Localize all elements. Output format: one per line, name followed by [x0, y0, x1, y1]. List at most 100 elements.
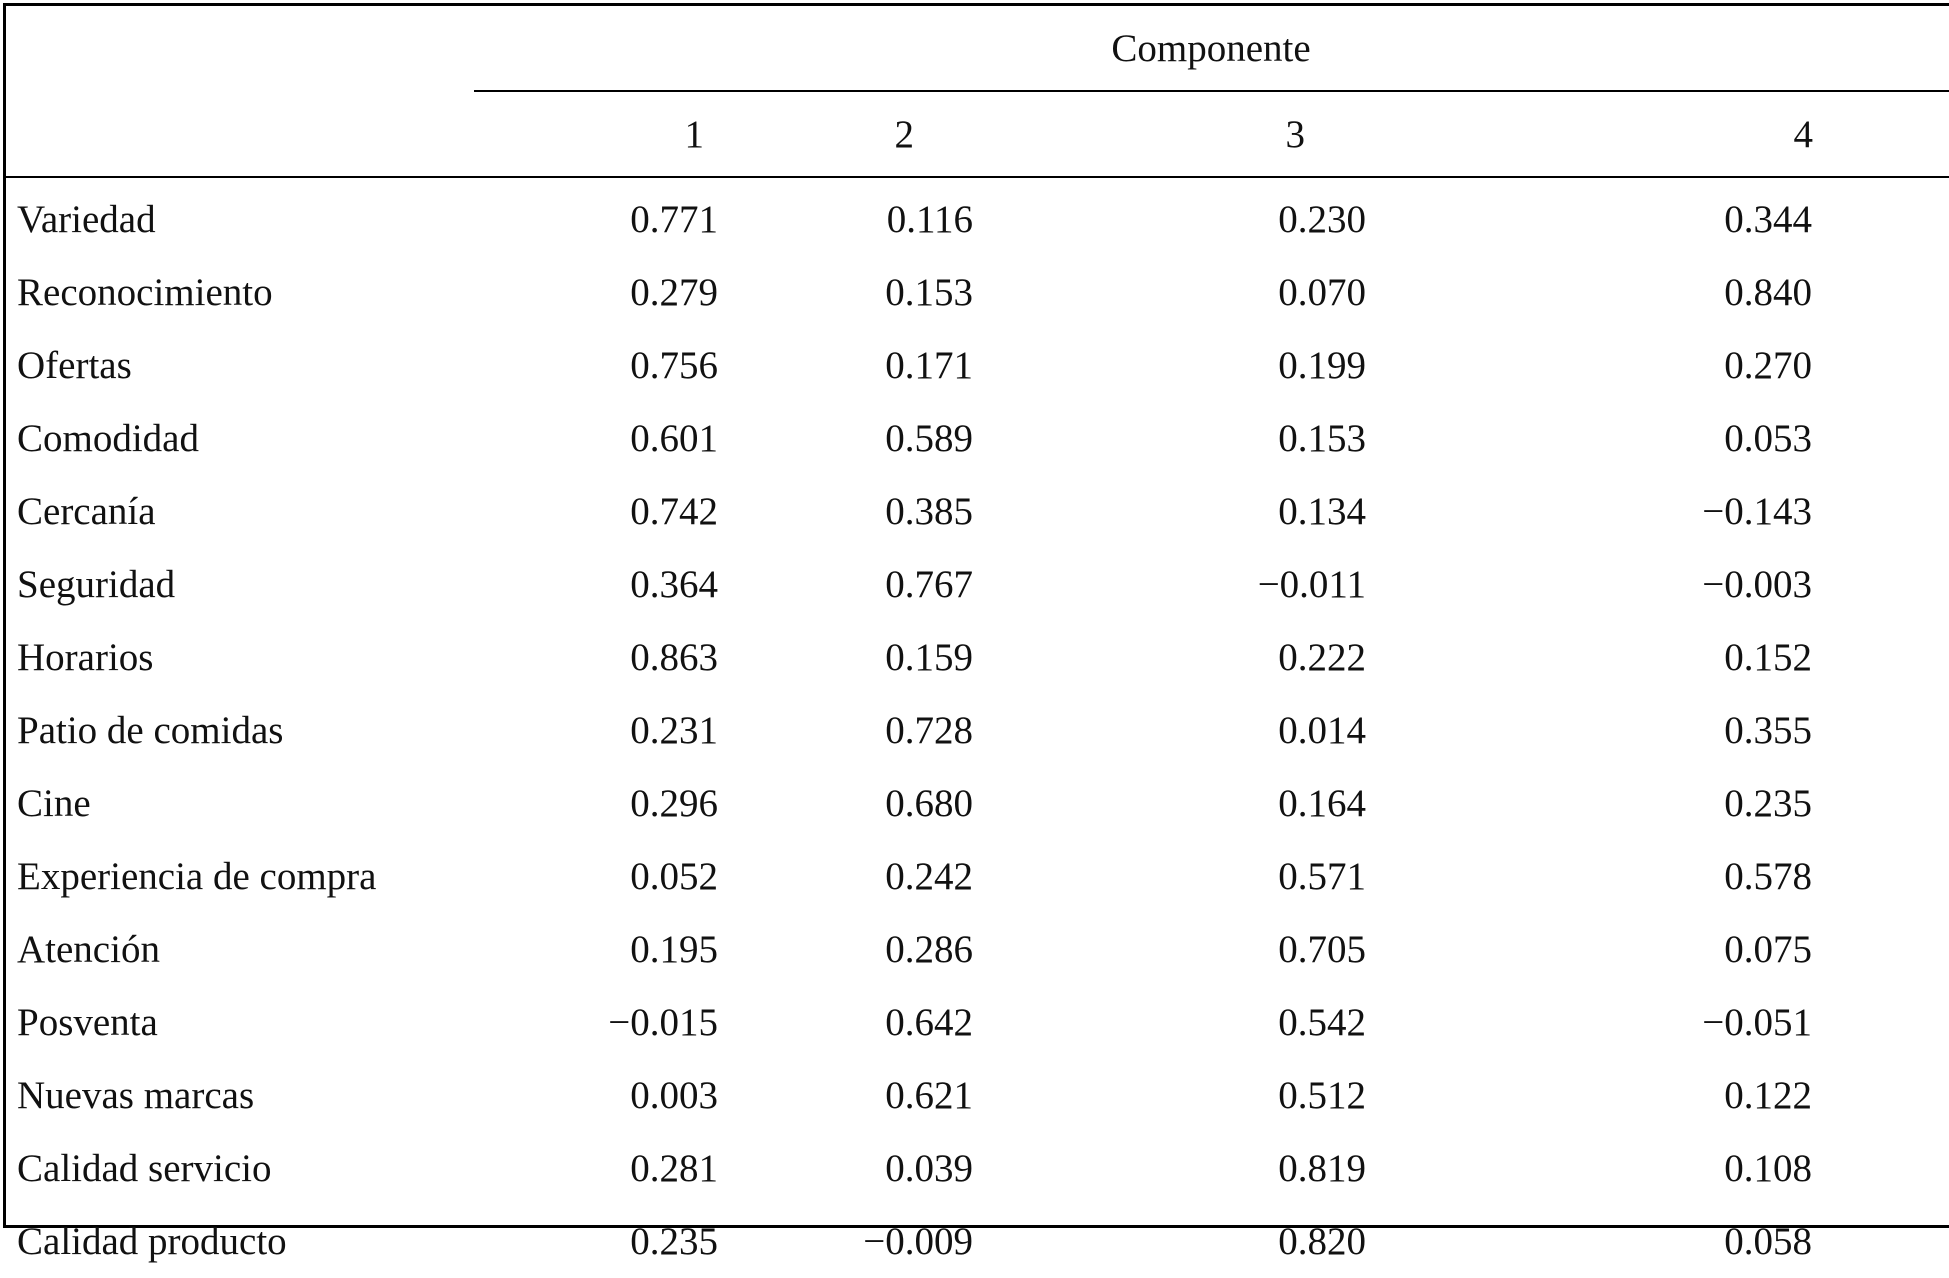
group-title: Componente	[474, 6, 1949, 92]
row-label: Calidad servicio	[17, 1147, 272, 1190]
loading-value-component-1: 0.052	[630, 855, 718, 898]
row-label: Horarios	[17, 636, 154, 679]
table-row: Cine 0.296 0.680 0.164 0.235	[6, 767, 1949, 840]
row-label: Ofertas	[17, 344, 132, 387]
row-label: Experiencia de compra	[17, 855, 377, 898]
loading-value-component-1: 0.003	[630, 1074, 718, 1117]
loading-value-component-1: 0.756	[630, 344, 718, 387]
loading-value-component-2: 0.767	[885, 563, 973, 606]
loading-value-component-2: 0.159	[885, 636, 973, 679]
loading-value-component-4: 0.122	[1724, 1074, 1812, 1117]
loading-value-component-3: 0.819	[1278, 1147, 1366, 1190]
loading-value-component-2: 0.171	[885, 344, 973, 387]
loading-value-component-1: 0.281	[630, 1147, 718, 1190]
loading-value-component-4: −0.143	[1702, 490, 1812, 533]
loading-value-component-2: 0.589	[885, 417, 973, 460]
loading-value-component-2: 0.039	[885, 1147, 973, 1190]
loading-value-component-2: 0.242	[885, 855, 973, 898]
table-row: Seguridad 0.364 0.767 −0.011 −0.003	[6, 548, 1949, 621]
loading-value-component-4: 0.235	[1724, 782, 1812, 825]
table-row: Calidad producto 0.235 −0.009 0.820 0.058	[6, 1205, 1949, 1278]
loading-value-component-3: 0.230	[1278, 198, 1366, 241]
row-label: Posventa	[17, 1001, 158, 1044]
loading-value-component-1: 0.771	[630, 198, 718, 241]
loading-value-component-2: 0.642	[885, 1001, 973, 1044]
table-row: Ofertas 0.756 0.171 0.199 0.270	[6, 329, 1949, 402]
column-header-4: 4	[1498, 91, 1949, 178]
table-row: Cercanía 0.742 0.385 0.134 −0.143	[6, 475, 1949, 548]
table-row: Horarios 0.863 0.159 0.222 0.152	[6, 621, 1949, 694]
loading-value-component-3: 0.542	[1278, 1001, 1366, 1044]
table-row: Reconocimiento 0.279 0.153 0.070 0.840	[6, 256, 1949, 329]
loading-value-component-4: 0.840	[1724, 271, 1812, 314]
loading-value-component-4: 0.152	[1724, 636, 1812, 679]
table-row: Patio de comidas 0.231 0.728 0.014 0.355	[6, 694, 1949, 767]
loading-value-component-2: 0.153	[885, 271, 973, 314]
loading-value-component-4: 0.578	[1724, 855, 1812, 898]
loading-value-component-2: 0.116	[886, 198, 973, 241]
header-group-row: Componente	[6, 6, 1949, 92]
row-label: Cine	[17, 782, 91, 825]
row-label: Reconocimiento	[17, 271, 273, 314]
row-label: Nuevas marcas	[17, 1074, 255, 1117]
loading-value-component-1: 0.279	[630, 271, 718, 314]
loading-value-component-4: 0.344	[1724, 198, 1812, 241]
loading-value-component-3: 0.222	[1278, 636, 1366, 679]
loading-value-component-2: 0.680	[885, 782, 973, 825]
row-label: Comodidad	[17, 417, 199, 460]
loading-value-component-1: 0.231	[630, 709, 718, 752]
loading-value-component-4: 0.075	[1724, 928, 1812, 971]
loading-value-component-1: −0.015	[608, 1001, 718, 1044]
header-corner-cell	[6, 6, 474, 91]
row-label: Seguridad	[17, 563, 176, 606]
loading-value-component-2: −0.009	[863, 1220, 973, 1263]
loading-value-component-3: 0.199	[1278, 344, 1366, 387]
loading-value-component-4: −0.051	[1702, 1001, 1812, 1044]
row-label: Cercanía	[17, 490, 156, 533]
row-label: Calidad producto	[17, 1220, 287, 1263]
row-label: Variedad	[17, 198, 156, 241]
table-row: Calidad servicio 0.281 0.039 0.819 0.108	[6, 1132, 1949, 1205]
loading-value-component-3: 0.512	[1278, 1074, 1366, 1117]
loading-value-component-1: 0.364	[630, 563, 718, 606]
header-columns-row: 1 2 3 4	[6, 91, 1949, 178]
loading-value-component-3: 0.134	[1278, 490, 1366, 533]
loading-value-component-3: −0.011	[1257, 563, 1366, 606]
loadings-table-frame: Componente 1 2 3 4 Variedad 0.771 0.116 0.2…	[3, 3, 1949, 1263]
table-body: Variedad 0.771 0.116 0.230 0.344 Reconocimien…	[6, 177, 1949, 1278]
column-header-1: 1	[474, 91, 718, 178]
column-header-3: 3	[1108, 91, 1498, 178]
table-row: Posventa −0.015 0.642 0.542 −0.051	[6, 986, 1949, 1059]
table-row: Variedad 0.771 0.116 0.230 0.344	[6, 177, 1949, 256]
table-row: Nuevas marcas 0.003 0.621 0.512 0.122	[6, 1059, 1949, 1132]
loading-value-component-2: 0.385	[885, 490, 973, 533]
loading-value-component-3: 0.705	[1278, 928, 1366, 971]
row-label: Atención	[17, 928, 160, 971]
table-row: Experiencia de compra 0.052 0.242 0.571 0.57…	[6, 840, 1949, 913]
component-loadings-table: Componente 1 2 3 4 Variedad 0.771 0.116 0.2…	[6, 6, 1949, 1278]
row-label: Patio de comidas	[17, 709, 284, 752]
column-header-2: 2	[718, 91, 1108, 178]
table-row: Atención 0.195 0.286 0.705 0.075	[6, 913, 1949, 986]
loading-value-component-1: 0.601	[630, 417, 718, 460]
loading-value-component-4: 0.053	[1724, 417, 1812, 460]
loading-value-component-3: 0.070	[1278, 271, 1366, 314]
loading-value-component-4: 0.108	[1724, 1147, 1812, 1190]
loading-value-component-1: 0.296	[630, 782, 718, 825]
table-row: Comodidad 0.601 0.589 0.153 0.053	[6, 402, 1949, 475]
loading-value-component-4: 0.270	[1724, 344, 1812, 387]
loading-value-component-3: 0.014	[1278, 709, 1366, 752]
loading-value-component-4: 0.355	[1724, 709, 1812, 752]
loading-value-component-2: 0.621	[885, 1074, 973, 1117]
loading-value-component-3: 0.820	[1278, 1220, 1366, 1263]
loading-value-component-1: 0.235	[630, 1220, 718, 1263]
loading-value-component-3: 0.164	[1278, 782, 1366, 825]
loading-value-component-1: 0.742	[630, 490, 718, 533]
loading-value-component-2: 0.286	[885, 928, 973, 971]
loading-value-component-1: 0.195	[630, 928, 718, 971]
loading-value-component-3: 0.571	[1278, 855, 1366, 898]
header-label-cell	[6, 91, 474, 178]
loading-value-component-1: 0.863	[630, 636, 718, 679]
loading-value-component-4: 0.058	[1724, 1220, 1812, 1263]
loading-value-component-2: 0.728	[885, 709, 973, 752]
